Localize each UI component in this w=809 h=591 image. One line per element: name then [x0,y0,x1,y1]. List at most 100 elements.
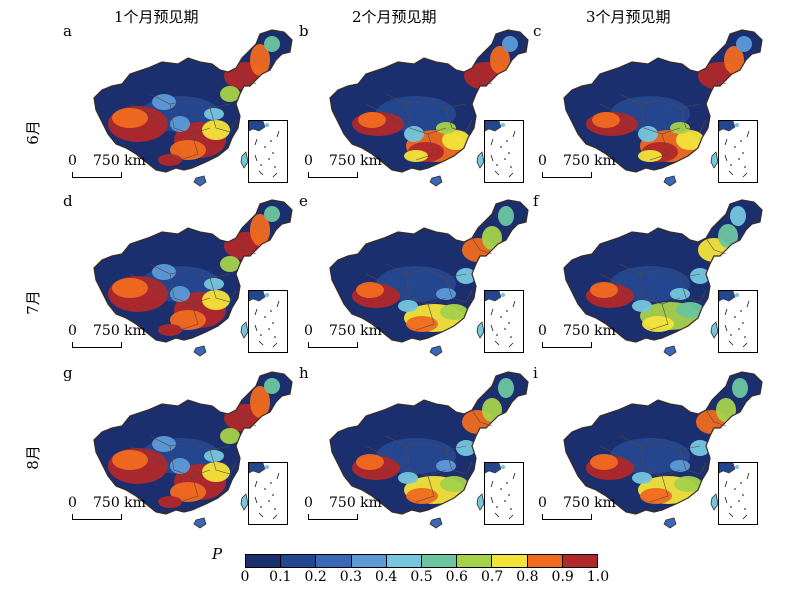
color-legend [245,554,598,568]
map-region [152,436,176,452]
taiwan-island [240,321,249,339]
province-border [405,103,447,135]
taiwan-island [476,321,485,339]
scale-line [308,514,358,520]
scale-line [542,172,592,178]
scale-label: 750 km [329,323,382,339]
map-region [170,116,190,132]
province-border [639,273,681,305]
china-map [329,29,529,187]
map-region [640,488,672,504]
province-border [235,67,257,85]
map-region [592,112,620,128]
map-region [158,496,182,508]
map-region [220,256,240,272]
scale-label: 750 km [93,153,146,169]
map-region [204,278,224,290]
row-label-june: 6月 [23,120,42,145]
china-map [93,199,293,357]
map-region [356,282,384,298]
china-map [329,371,529,529]
map-region [112,450,148,470]
map-region [690,268,710,284]
inset-map [719,121,750,178]
inset-map [249,291,280,348]
south-china-sea-inset [718,290,758,353]
scale-zero: 0 [538,323,547,339]
map-region [202,462,230,482]
map-region [170,458,190,474]
province-border [599,445,643,471]
map-region [170,286,190,302]
province-border [649,475,669,503]
map-region [436,460,456,472]
inset-map [485,121,516,178]
map-region [406,316,438,332]
province-border [169,103,211,135]
province-border [209,277,237,303]
national-border [563,199,763,343]
province-border [599,103,643,129]
legend-swatch [246,555,282,567]
inset-map [719,463,750,520]
legend-tick-label: 0.4 [375,569,398,585]
inset-map [719,291,750,348]
legend-tick-label: 1.0 [586,569,610,585]
map-region [670,460,690,472]
panel-letter: e [299,192,308,210]
map-region [456,268,476,284]
legend-tick-label: 0.2 [304,569,327,585]
legend-swatch [281,555,317,567]
map-panel-b: b 0 750 km [296,22,531,194]
map-region [440,304,468,320]
province-border [169,273,211,305]
map-region [632,300,652,312]
south-china-sea-inset [248,290,288,353]
province-border [445,449,473,475]
province-border [149,263,231,279]
map-region [404,126,424,142]
panel-letter: d [63,192,73,210]
map-region [204,108,224,120]
national-border [329,371,529,515]
legend-swatch [386,555,423,567]
map-region [632,472,652,484]
map-region [398,472,418,484]
panel-letter: i [533,364,538,382]
map-region [358,112,386,128]
scale-line [72,514,122,520]
map-region [404,150,428,162]
province-border [415,133,435,161]
scale-label: 750 km [329,153,382,169]
china-map [563,371,763,529]
map-region [736,36,752,52]
hainan-island [663,175,677,187]
map-region [202,290,230,310]
legend-swatch [316,555,352,567]
province-border [445,107,473,133]
map-region [718,224,738,248]
taiwan-island [240,151,249,169]
province-border [679,449,707,475]
legend-swatch [492,555,528,567]
taiwan-island [476,151,485,169]
map-region [250,214,270,246]
hainan-island [193,345,207,357]
map-region [112,278,148,298]
province-border [445,277,473,303]
national-border [93,371,293,515]
scale-label: 750 km [93,495,146,511]
legend-swatch [422,555,458,567]
map-region [220,428,240,444]
province-border [415,475,435,503]
province-border [385,93,467,109]
map-region [482,226,502,250]
province-border [679,277,707,303]
scale-label: 750 km [563,323,616,339]
column-title-2: 2个月预见期 [352,8,437,26]
china-map [329,199,529,357]
legend-tick-label: 0.1 [269,569,292,585]
scale-zero: 0 [304,153,313,169]
hainan-island [193,175,207,187]
province-border [471,409,493,427]
